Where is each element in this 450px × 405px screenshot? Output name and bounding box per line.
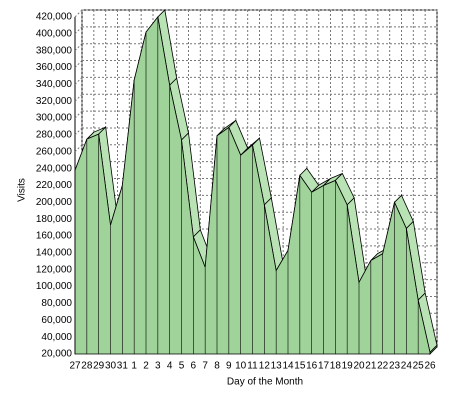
y-tick-label: 400,000: [36, 28, 73, 39]
x-tick-label: 19: [342, 361, 354, 372]
x-tick-label: 29: [93, 361, 105, 372]
x-tick-label: 6: [191, 361, 197, 372]
grid-line-side: [74, 93, 83, 102]
y-tick-label: 420,000: [36, 12, 73, 23]
y-tick-label: 80,000: [41, 298, 72, 309]
y-tick-label: 20,000: [41, 349, 72, 360]
y-tick-label: 300,000: [36, 113, 73, 124]
x-tick-label: 13: [271, 361, 283, 372]
x-tick-label: 8: [214, 361, 220, 372]
x-tick-label: 17: [318, 361, 330, 372]
x-tick-label: 2: [143, 361, 149, 372]
y-tick-label: 220,000: [36, 180, 73, 191]
x-tick-label: 31: [117, 361, 129, 372]
y-tick-label: 380,000: [36, 45, 73, 56]
grid-line-side: [74, 26, 83, 35]
x-tick-label: 21: [365, 361, 377, 372]
x-tick-label: 30: [105, 361, 117, 372]
x-tick-label: 25: [413, 361, 425, 372]
y-axis-label: Visits: [17, 178, 28, 202]
x-tick-label: 28: [81, 361, 93, 372]
x-tick-label: 23: [389, 361, 401, 372]
x-tick-label: 14: [282, 361, 294, 372]
x-tick-label: 18: [330, 361, 342, 372]
y-tick-label: 100,000: [36, 281, 73, 292]
y-tick-label: 160,000: [36, 231, 73, 242]
x-tick-label: 24: [401, 361, 413, 372]
grid-line-side: [74, 43, 83, 52]
y-tick-label: 280,000: [36, 130, 73, 141]
x-tick-label: 12: [259, 361, 271, 372]
grid-line-side: [74, 144, 83, 153]
x-tick-label: 3: [155, 361, 161, 372]
x-tick-label: 26: [424, 361, 436, 372]
x-tick-label: 20: [353, 361, 365, 372]
grid-line-side: [74, 77, 83, 85]
y-tick-label: 40,000: [41, 332, 72, 343]
x-tick-label: 15: [294, 361, 306, 372]
y-tick-label: 200,000: [36, 197, 73, 208]
y-tick-label: 240,000: [36, 163, 73, 174]
x-tick-label: 9: [226, 361, 232, 372]
y-tick-label: 320,000: [36, 96, 73, 107]
x-tick-label: 22: [377, 361, 389, 372]
y-tick-label: 180,000: [36, 214, 73, 225]
x-tick-label: 1: [131, 361, 137, 372]
x-tick-label: 7: [202, 361, 208, 372]
grid-line-side: [74, 127, 83, 136]
x-tick-label: 27: [69, 361, 81, 372]
x-tick-label: 5: [179, 361, 185, 372]
x-tick-label: 4: [167, 361, 173, 372]
x-tick-label: 16: [306, 361, 318, 372]
x-tick-label: 11: [247, 361, 258, 372]
grid-line-side: [74, 110, 83, 119]
y-tick-label: 140,000: [36, 248, 73, 259]
grid-line-side: [74, 9, 83, 18]
y-tick-label: 260,000: [36, 146, 73, 157]
x-axis-label: Day of the Month: [227, 377, 303, 388]
y-tick-label: 60,000: [41, 315, 72, 326]
y-tick-label: 360,000: [36, 62, 73, 73]
grid-line-side: [74, 60, 83, 68]
x-tick-label: 10: [235, 361, 247, 372]
y-tick-label: 340,000: [36, 79, 73, 90]
y-tick-label: 120,000: [36, 264, 73, 275]
